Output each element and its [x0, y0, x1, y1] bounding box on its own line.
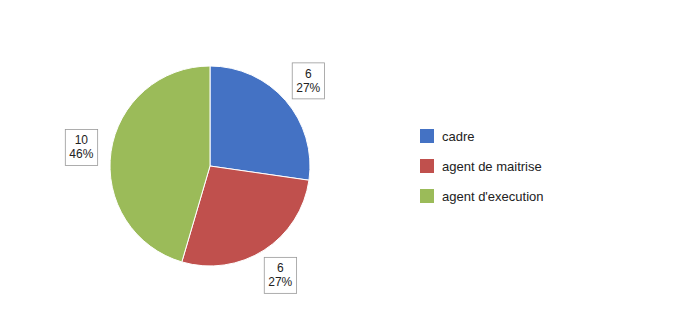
value-label: 6: [305, 67, 312, 81]
data-label: 1046%: [65, 129, 97, 165]
value-label: 6: [277, 261, 284, 275]
legend-label: agent d'execution: [442, 189, 544, 204]
label-box: [292, 63, 324, 99]
data-label: 627%: [264, 257, 296, 293]
legend-swatch: [420, 189, 434, 203]
data-label: 627%: [292, 63, 324, 99]
label-box: [264, 257, 296, 293]
background: [0, 0, 674, 332]
data-labels: 627%627%1046%: [65, 63, 324, 293]
label-text: 1046%: [69, 133, 93, 161]
percentage-label: 27%: [296, 81, 320, 95]
legend-label: agent de maitrise: [442, 159, 542, 174]
legend-swatch: [420, 159, 434, 173]
label-text: 627%: [268, 261, 292, 289]
legend-swatch: [420, 129, 434, 143]
value-label: 10: [75, 133, 89, 147]
chart: 627%627%1046%cadreagent de maitriseagent…: [0, 0, 674, 332]
label-box: [65, 129, 97, 165]
pie: [110, 66, 310, 266]
legend: cadre agent de maitrise agent d'execution: [420, 129, 544, 204]
pie-slice: [110, 66, 210, 262]
legend-label: cadre: [442, 129, 475, 144]
percentage-label: 46%: [69, 147, 93, 161]
label-text: 627%: [296, 67, 320, 95]
percentage-label: 27%: [268, 275, 292, 289]
